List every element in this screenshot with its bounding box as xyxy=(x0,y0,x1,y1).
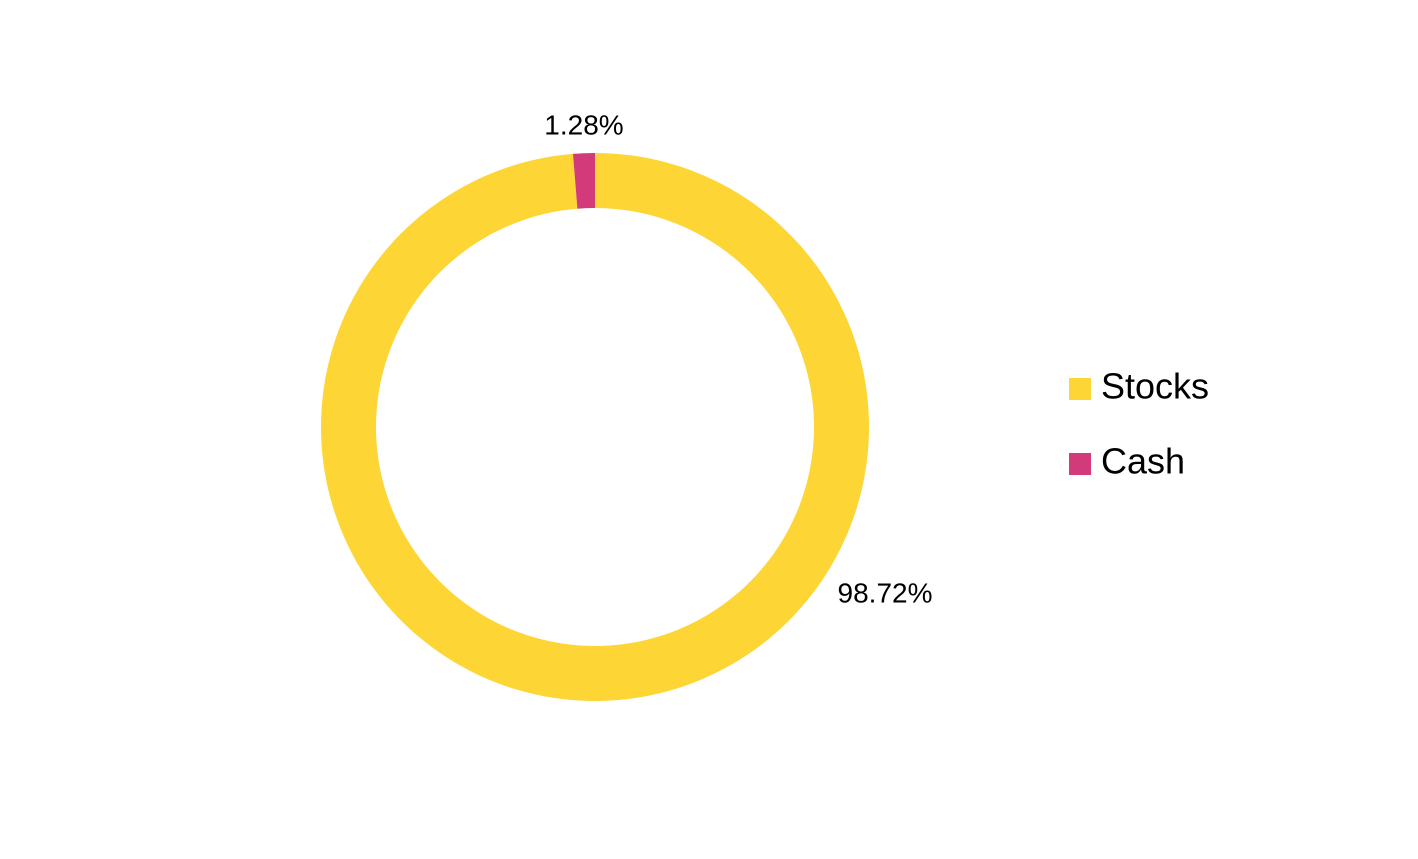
legend-label: Cash xyxy=(1101,441,1185,482)
legend-label: Stocks xyxy=(1101,366,1209,407)
legend-swatch xyxy=(1069,378,1091,400)
legend-swatch xyxy=(1069,453,1091,475)
data-label: 98.72% xyxy=(838,577,933,608)
donut-slice xyxy=(572,153,595,209)
data-label: 1.28% xyxy=(544,109,623,140)
